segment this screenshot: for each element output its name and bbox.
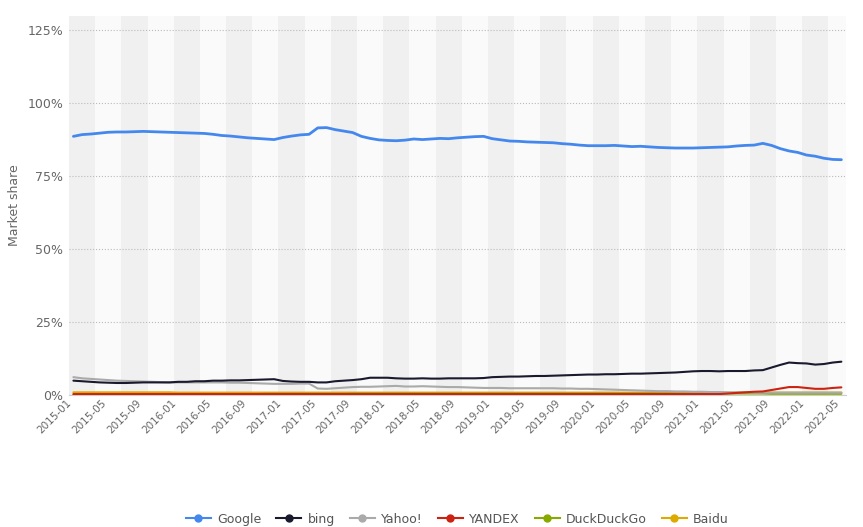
Bar bbox=[69, 16, 95, 395]
Bar bbox=[697, 16, 723, 395]
Bar bbox=[488, 16, 514, 395]
Bar bbox=[566, 16, 593, 395]
Bar bbox=[514, 16, 540, 395]
Bar bbox=[200, 16, 226, 395]
Bar bbox=[671, 16, 697, 395]
Bar bbox=[173, 16, 200, 395]
Bar bbox=[436, 16, 462, 395]
Bar bbox=[540, 16, 566, 395]
Bar bbox=[305, 16, 331, 395]
Bar bbox=[95, 16, 122, 395]
Bar bbox=[252, 16, 279, 395]
Bar bbox=[122, 16, 148, 395]
Bar bbox=[148, 16, 173, 395]
Bar bbox=[279, 16, 305, 395]
Bar bbox=[383, 16, 409, 395]
Bar bbox=[645, 16, 671, 395]
Bar bbox=[331, 16, 357, 395]
Bar bbox=[750, 16, 776, 395]
Bar bbox=[723, 16, 750, 395]
Bar bbox=[226, 16, 252, 395]
Bar bbox=[409, 16, 436, 395]
Bar bbox=[462, 16, 488, 395]
Y-axis label: Market share: Market share bbox=[8, 164, 21, 247]
Bar bbox=[357, 16, 383, 395]
Legend: Google, bing, Yahoo!, YANDEX, DuckDuckGo, Baidu: Google, bing, Yahoo!, YANDEX, DuckDuckGo… bbox=[181, 508, 734, 527]
Bar bbox=[776, 16, 802, 395]
Bar bbox=[828, 16, 846, 395]
Bar bbox=[802, 16, 828, 395]
Bar bbox=[593, 16, 619, 395]
Bar bbox=[619, 16, 645, 395]
